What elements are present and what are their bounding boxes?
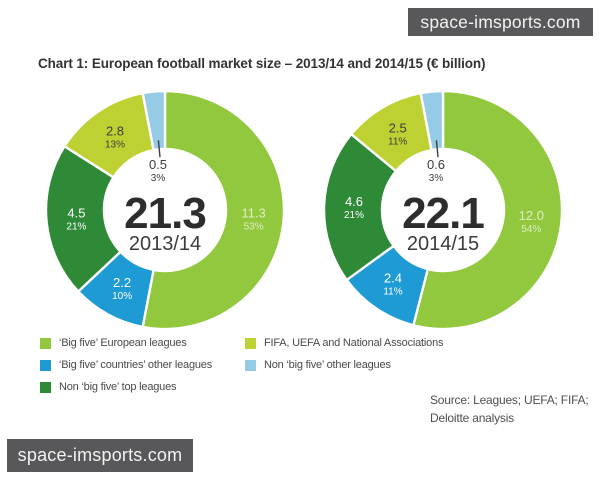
segment-pct-label: 13% <box>105 139 125 150</box>
donut-season-2014-15: 2014/15 <box>406 233 480 255</box>
segment-value-label: 2.2 <box>113 275 131 290</box>
legend-item-non-big-five-top: Non ‘big five’ top leagues <box>40 381 212 396</box>
segment-pct-label: 53% <box>244 221 264 232</box>
segment-value-label: 2.4 <box>384 271 402 286</box>
chart-title: Chart 1: European football market size –… <box>38 56 486 71</box>
segment-leader-line <box>435 140 439 158</box>
donut-chart-2013-14: 11.353% 2.210% 4.521% 2.813% 0.53% <box>44 89 286 331</box>
segment-value-label: 0.6 <box>427 157 445 172</box>
segment-value-label: 12.0 <box>519 208 544 223</box>
segment-pct-label: 3% <box>429 173 444 184</box>
legend-label: ‘Big five’ European leagues <box>59 337 187 349</box>
segment-value-label: 4.6 <box>345 194 363 209</box>
segment-value-label: 4.5 <box>67 205 85 220</box>
segment-pct-label: 11% <box>388 136 407 147</box>
donut-season-2013-14: 2013/14 <box>128 233 202 255</box>
donut-chart-2014-15: 12.054%2.411%4.621%2.511%0.63% <box>322 89 564 331</box>
legend-label: Non ‘big five’ other leagues <box>264 359 391 371</box>
source-line-2: Deloitte analysis <box>430 411 514 425</box>
segment-value-label: 11.3 <box>241 205 265 220</box>
segment-value-label: 0.5 <box>149 157 167 172</box>
legend-item-big-five-countries-other: ‘Big five’ countries’ other leagues <box>40 359 212 374</box>
segment-pct-label: 10% <box>112 291 132 302</box>
legend-label: ‘Big five’ countries’ other leagues <box>59 359 212 371</box>
segment-pct-label: 3% <box>151 173 166 184</box>
donut-2013-14: 11.3 53% 2.2 10% 4.5 21% 2.8 13% 0.5 3% 21.3 2013… <box>35 80 295 340</box>
segment-leader-line <box>157 140 161 158</box>
donut-2014-15: 12.0 54% 2.4 11% 4.6 21% 2.5 11% 0.6 3% 22.1 2014… <box>313 80 573 340</box>
donut-segment <box>141 89 167 152</box>
watermark-top: space-imsports.com <box>408 8 593 36</box>
donut-segment <box>412 89 564 331</box>
legend-label: Non ‘big five’ top leagues <box>59 381 177 393</box>
donut-segment <box>44 145 122 293</box>
watermark-bottom: space-imsports.com <box>7 439 193 472</box>
segment-value-label: 2.5 <box>389 120 407 135</box>
segment-pct-label: 21% <box>66 221 86 232</box>
segment-value-label: 2.8 <box>106 123 124 138</box>
segment-pct-label: 11% <box>383 287 402 298</box>
donut-total-2013-14: 21.3 <box>124 189 207 238</box>
legend-swatch-icon <box>40 338 51 349</box>
source-note: Source: Leagues; UEFA; FIFA; Deloitte an… <box>430 391 589 427</box>
legend-swatch-icon <box>245 360 256 371</box>
legend-item-big-five-european: ‘Big five’ European leagues <box>40 337 212 352</box>
donut-total-2014-15: 22.1 <box>402 189 485 238</box>
legend-column-2: FIFA, UEFA and National Associations Non… <box>245 337 443 381</box>
donut-segment <box>419 89 445 152</box>
legend-swatch-icon <box>40 360 51 371</box>
donut-segment <box>322 132 398 282</box>
segment-pct-label: 54% <box>521 224 541 235</box>
legend-swatch-icon <box>40 382 51 393</box>
segment-pct-label: 21% <box>344 210 364 221</box>
legend-swatch-icon <box>245 338 256 349</box>
donut-segment <box>141 89 286 331</box>
legend-item-fifa-uefa: FIFA, UEFA and National Associations <box>245 337 443 352</box>
legend-item-non-big-five-other: Non ‘big five’ other leagues <box>245 359 443 374</box>
legend-column-1: ‘Big five’ European leagues ‘Big five’ c… <box>40 337 212 403</box>
source-line-1: Source: Leagues; UEFA; FIFA; <box>430 393 589 407</box>
legend-label: FIFA, UEFA and National Associations <box>264 337 444 349</box>
